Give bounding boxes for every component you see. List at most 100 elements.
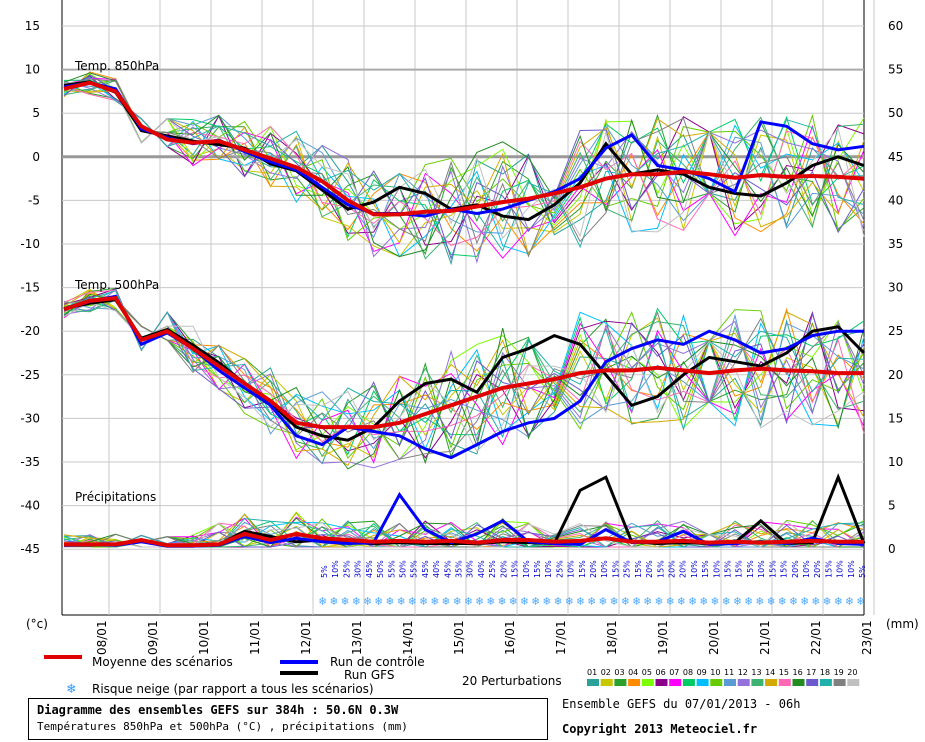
info-box: Diagramme des ensembles GEFS sur 384h : … [28, 698, 548, 740]
legend-snow-label: Risque neige (par rapport a tous les scé… [92, 682, 374, 696]
snowflake-icon: ❄ [790, 594, 797, 608]
snowflake-icon: ❄ [375, 594, 382, 608]
perturbation-line [63, 301, 865, 456]
snow-risk-value: 20% [679, 560, 688, 578]
snowflake-icon: ❄ [566, 594, 573, 608]
perturbation-line [63, 289, 865, 467]
perturbation-line [63, 288, 865, 459]
left-tick-label: -40 [20, 499, 40, 513]
snow-risk-value: 40% [432, 560, 441, 578]
snow-risk-value: 55% [410, 560, 419, 578]
series-line [63, 80, 865, 217]
left-tick-label: -30 [20, 411, 40, 425]
snow-risk-value: 15% [824, 560, 833, 578]
perturbation-number: 17 [806, 668, 816, 677]
left-tick-label: 5 [32, 106, 40, 120]
perturbation-line [63, 79, 865, 242]
snow-risk-value: 10% [757, 560, 766, 578]
perturbation-line [63, 298, 865, 464]
legend-control-label: Run de contrôle [330, 655, 425, 669]
snow-risk-value: 15% [735, 560, 744, 578]
snowflake-icon: ❄ [498, 594, 505, 608]
perturbation-number: 03 [614, 668, 624, 677]
series-line [63, 294, 864, 460]
left-tick-label: 15 [25, 19, 40, 33]
snow-risk-row: 5% ❄ 10% ❄ 25% ❄ 30% ❄ 45% ❄ 50% ❄ 55% ❄ 50% ❄ 55% ❄ 45% ❄ 4… [319, 560, 867, 608]
x-axis-date-label: 15/01 [452, 620, 466, 655]
x-axis-date-label: 14/01 [401, 620, 415, 655]
perturbation-number: 14 [765, 668, 775, 677]
snow-risk-value: 15% [724, 560, 733, 578]
snowflake-icon: ❄ [767, 594, 774, 608]
perturbation-swatch [847, 679, 860, 686]
perturbation-number: 20 [847, 668, 857, 677]
perturbation-number: 09 [697, 668, 707, 677]
perturbation-swatch [641, 679, 654, 686]
snowflake-icon: ❄ [711, 594, 718, 608]
snowflake-icon: ❄ [599, 594, 606, 608]
left-tick-label: -10 [20, 237, 40, 251]
snow-risk-value: 20% [645, 560, 654, 578]
snowflake-icon: ❄ [734, 594, 741, 608]
x-axis-date-label: 21/01 [758, 620, 772, 655]
chart-subtitle: Températures 850hPa et 500hPa (°C) , pré… [37, 720, 408, 733]
snowflake-icon: ❄ [341, 594, 348, 608]
snowflake-icon: ❄ [543, 594, 550, 608]
perturbation-swatch [655, 679, 668, 686]
panel-label-precip: Précipitations [75, 490, 156, 504]
x-axis-date-label: 16/01 [503, 620, 517, 655]
x-axis-date-label: 10/01 [197, 620, 211, 655]
perturbation-line [63, 85, 865, 239]
snow-risk-value: 10% [712, 560, 721, 578]
right-tick-label: 35 [888, 237, 903, 251]
snow-risk-value: 15% [533, 560, 542, 578]
snowflake-icon: ❄ [655, 594, 662, 608]
x-axis-date-label: 19/01 [656, 620, 670, 655]
snowflake-icon: ❄ [622, 594, 629, 608]
snow-risk-value: 50% [398, 560, 407, 578]
snowflake-icon: ❄ [67, 681, 76, 697]
series-line [63, 298, 866, 442]
series-line [63, 295, 864, 430]
snow-risk-value: 40% [477, 560, 486, 578]
snowflake-icon: ❄ [454, 594, 461, 608]
snow-risk-value: 25% [488, 560, 497, 578]
perturbation-line [63, 75, 865, 246]
perturbation-line [63, 80, 865, 240]
snowflake-icon: ❄ [633, 594, 640, 608]
snowflake-icon: ❄ [644, 594, 651, 608]
snow-risk-value: 5% [320, 565, 329, 578]
perturbation-swatch [765, 679, 778, 686]
snow-risk-value: 10% [544, 560, 553, 578]
perturbation-line [63, 287, 865, 459]
snow-risk-value: 10% [331, 560, 340, 578]
perturbation-number: 10 [710, 668, 720, 677]
right-tick-label: 60 [888, 19, 903, 33]
snow-risk-value: 25% [342, 560, 351, 578]
snow-risk-value: 35% [455, 560, 464, 578]
snow-risk-value: 10% [847, 560, 856, 578]
perturbation-number: 12 [738, 668, 748, 677]
perturbation-swatch [710, 679, 723, 686]
right-tick-label: 45 [888, 150, 903, 164]
snowflake-icon: ❄ [487, 594, 494, 608]
snow-risk-value: 10% [802, 560, 811, 578]
right-tick-label: 55 [888, 63, 903, 77]
perturbation-line [63, 300, 865, 450]
snowflake-icon: ❄ [666, 594, 673, 608]
x-axis-date-label: 12/01 [299, 620, 313, 655]
perturbation-swatch [724, 679, 736, 686]
snow-risk-value: 15% [780, 560, 789, 578]
x-axis-date-label: 11/01 [248, 620, 262, 655]
copyright: Copyright 2013 Meteociel.fr [562, 722, 758, 736]
perturbation-line [63, 79, 865, 260]
snow-risk-value: 45% [443, 560, 452, 578]
run-credit: Ensemble GEFS du 07/01/2013 - 06h [562, 697, 801, 711]
snow-risk-value: 45% [365, 560, 374, 578]
snowflake-icon: ❄ [476, 594, 483, 608]
perturbation-swatch [751, 679, 764, 686]
perturbation-line [63, 89, 865, 257]
snowflake-icon: ❄ [386, 594, 393, 608]
perturbation-line [63, 71, 865, 254]
snowflake-icon: ❄ [554, 594, 561, 608]
